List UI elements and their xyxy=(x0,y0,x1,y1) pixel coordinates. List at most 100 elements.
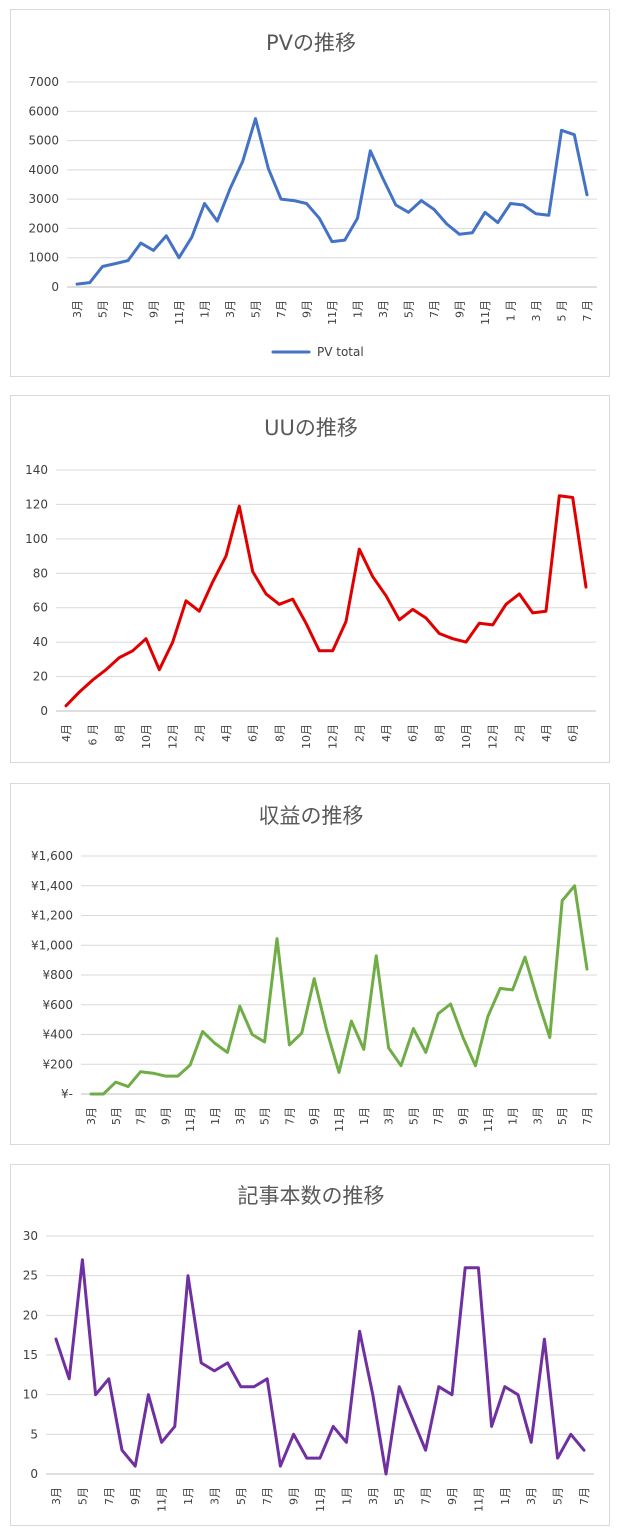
x-tick-label: 8月 xyxy=(273,724,286,742)
x-tick-label: 2月 xyxy=(353,724,366,742)
revenue-chart-panel: 収益の推移 ¥- ¥200 ¥400 ¥600 ¥800 ¥1,000 ¥1,200 ¥1,4… xyxy=(10,783,610,1145)
x-tick-label: 10月 xyxy=(300,724,313,749)
pv-line-chart: PVの推移 0 1000 2000 3000 4000 5000 6000 7000 3月 5月 7… xyxy=(28,31,597,359)
y-tick-label: ¥400 xyxy=(42,1028,73,1042)
articles-line-chart: 記事本数の推移 0 5 10 15 20 25 30 3月 5月 7月 9月 11月 1月 3月 5月 7月 9… xyxy=(23,1184,594,1512)
y-tick-label: ¥1,600 xyxy=(31,849,73,863)
y-tick-label: 40 xyxy=(33,635,48,649)
x-tick-label: 6月 xyxy=(407,724,420,742)
x-tick-label: 3月 xyxy=(377,300,390,318)
x-tick-label: 3月 xyxy=(208,1487,221,1505)
revenue-line-chart: 収益の推移 ¥- ¥200 ¥400 ¥600 ¥800 ¥1,000 ¥1,200 ¥1,4… xyxy=(31,804,597,1132)
y-tick-label: 0 xyxy=(30,1467,38,1481)
x-tick-label: 7月 xyxy=(420,1487,433,1505)
y-tick-label: 100 xyxy=(25,532,48,546)
x-tick-label: 7月 xyxy=(432,1107,445,1125)
y-tick-label: 7000 xyxy=(28,75,59,89)
x-tick-label: 5月 xyxy=(110,1107,123,1125)
y-tick-label: 60 xyxy=(33,601,48,615)
x-tick-label: 5月 xyxy=(556,1107,569,1125)
x-tick-label: 12月 xyxy=(167,724,180,749)
x-tick-label: 9月 xyxy=(446,1487,459,1505)
x-tick-label: 6 月 xyxy=(87,724,100,746)
y-tick-label: 10 xyxy=(23,1388,38,1402)
x-tick-label: 4月 xyxy=(540,724,553,742)
x-tick-label: 12月 xyxy=(327,724,340,749)
x-tick-label: 4月 xyxy=(220,724,233,742)
x-tick-label: 7月 xyxy=(428,300,441,318)
x-tick-label: 1月 xyxy=(499,1487,512,1505)
x-tick-label: 5 月 xyxy=(556,300,569,322)
x-tick-label: 11月 xyxy=(482,1107,495,1132)
x-tick-label: 5月 xyxy=(259,1107,272,1125)
x-tick-label: 9月 xyxy=(159,1107,172,1125)
x-tick-label: 3 月 xyxy=(530,300,543,322)
x-tick-label: 11月 xyxy=(333,1107,346,1132)
y-tick-label: 20 xyxy=(23,1308,38,1322)
x-tick-label: 3月 xyxy=(50,1487,63,1505)
x-tick-label: 11月 xyxy=(479,300,492,325)
x-tick-label: 5月 xyxy=(76,1487,89,1505)
x-tick-label: 1月 xyxy=(209,1107,222,1125)
y-tick-label: ¥200 xyxy=(42,1057,73,1071)
y-tick-label: 5000 xyxy=(28,134,59,148)
x-tick-label: 1月 xyxy=(352,300,365,318)
chart-title: UUの推移 xyxy=(264,416,358,440)
uu-chart-panel: UUの推移 0 20 40 60 80 100 120 140 4月 6 月 8月 10月 12月 2月 4… xyxy=(10,395,610,763)
x-tick-label: 5月 xyxy=(235,1487,248,1505)
x-tick-label: 11月 xyxy=(472,1487,485,1512)
x-tick-label: 1月 xyxy=(358,1107,371,1125)
x-tick-label: 1月 xyxy=(182,1487,195,1505)
x-tick-label: 1 月 xyxy=(505,300,518,322)
y-tick-label: 5 xyxy=(30,1427,38,1441)
y-tick-label: 6000 xyxy=(28,104,59,118)
x-tick-label: 2月 xyxy=(193,724,206,742)
y-tick-label: ¥1,000 xyxy=(31,938,73,952)
x-tick-label: 7月 xyxy=(135,1107,148,1125)
y-tick-label: ¥600 xyxy=(42,998,73,1012)
x-tick-label: 5月 xyxy=(552,1487,565,1505)
x-tick-label: 7月 xyxy=(275,300,288,318)
x-tick-label: 9月 xyxy=(288,1487,301,1505)
x-tick-label: 3月 xyxy=(525,1487,538,1505)
x-tick-label: 5月 xyxy=(407,1107,420,1125)
chart-title: 収益の推移 xyxy=(259,804,364,828)
x-tick-label: 6月 xyxy=(247,724,260,742)
y-tick-label: 3000 xyxy=(28,192,59,206)
x-tick-label: 3月 xyxy=(71,300,84,318)
y-tick-label: ¥1,200 xyxy=(31,909,73,923)
x-tick-label: 3月 xyxy=(85,1107,98,1125)
x-tick-label: 9月 xyxy=(129,1487,142,1505)
y-tick-label: ¥- xyxy=(61,1087,73,1101)
x-tick-label: 7月 xyxy=(261,1487,274,1505)
x-tick-label: 6月 xyxy=(567,724,580,742)
y-tick-label: 140 xyxy=(25,463,48,477)
x-tick-label: 5月 xyxy=(250,300,263,318)
x-tick-label: 2月 xyxy=(513,724,526,742)
x-tick-label: 3月 xyxy=(383,1107,396,1125)
series-line xyxy=(54,1258,586,1476)
x-tick-label: 11月 xyxy=(156,1487,169,1512)
chart-title: PVの推移 xyxy=(266,31,356,55)
x-tick-label: 7月 xyxy=(581,1107,594,1125)
x-tick-label: 8月 xyxy=(113,724,126,742)
y-tick-label: 25 xyxy=(23,1269,38,1283)
uu-line-chart: UUの推移 0 20 40 60 80 100 120 140 4月 6 月 8月 10月 12月 2月 4… xyxy=(25,416,596,749)
x-tick-label: 1月 xyxy=(340,1487,353,1505)
x-tick-label: 11月 xyxy=(326,300,339,325)
x-tick-label: 10月 xyxy=(460,724,473,749)
x-tick-label: 3月 xyxy=(367,1487,380,1505)
y-tick-label: 4000 xyxy=(28,163,59,177)
x-tick-label: 8月 xyxy=(433,724,446,742)
x-tick-label: 7月 xyxy=(283,1107,296,1125)
y-tick-label: 20 xyxy=(33,670,48,684)
y-tick-label: 0 xyxy=(51,280,59,294)
series-line xyxy=(64,494,588,708)
x-tick-label: 3月 xyxy=(224,300,237,318)
x-tick-label: 11月 xyxy=(173,300,186,325)
x-tick-label: 4月 xyxy=(380,724,393,742)
x-tick-label: 7月 xyxy=(578,1487,591,1505)
articles-chart-panel: 記事本数の推移 0 5 10 15 20 25 30 3月 5月 7月 9月 11月 1月 3月 5月 7月 9… xyxy=(10,1164,610,1526)
y-tick-label: 120 xyxy=(25,497,48,511)
x-tick-label: 11月 xyxy=(314,1487,327,1512)
